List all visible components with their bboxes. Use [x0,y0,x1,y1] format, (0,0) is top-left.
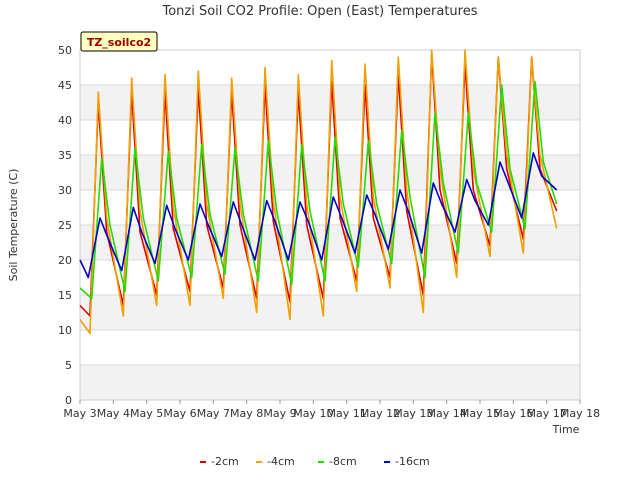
y-tick-label: 40 [58,114,72,127]
y-tick-label: 15 [58,289,72,302]
y-axis-label: Soil Temperature (C) [7,169,20,282]
y-tick-label: 10 [58,324,72,337]
x-tick-label: May 10 [293,407,333,420]
y-tick-label: 50 [58,44,72,57]
series-badge-box [80,31,158,52]
legend-item: -8cm [318,455,357,468]
legend: -2cm -4cm -8cm -16cm [200,455,430,468]
y-tick-label: 30 [58,184,72,197]
legend-item: -4cm [256,455,295,468]
x-axis-label: Time [552,423,580,436]
y-tick-label: 25 [58,219,72,232]
grid-band [80,295,580,330]
y-tick-label: 5 [65,359,72,372]
legend-item: -16cm [384,455,430,468]
series-line-16cm [79,152,558,279]
y-tick-label: 20 [58,254,72,267]
x-tick-label: May 11 [327,407,367,420]
x-tick-label: May 18 [560,407,600,420]
plot-area: 0 5 10 15 20 25 30 35 40 45 50 May 3 May 4 May 5 May 6… [58,44,600,420]
grid-band [80,225,580,260]
x-tick-label: May 7 [197,407,230,420]
plot-frame [79,49,581,401]
x-tick-label: May 3 [63,407,96,420]
x-tick-label: May 13 [393,407,433,420]
grid-band [80,365,580,400]
x-tick-label: May 16 [493,407,533,420]
series-badge-label: TZ_soilco2 [87,36,151,49]
x-tick-label: May 6 [163,407,196,420]
chart-title: Tonzi Soil CO2 Profile: Open (East) Temp… [161,4,477,19]
y-tick-label: 45 [58,79,72,92]
x-tick-label: May 12 [360,407,400,420]
legend-label: -8cm [329,455,357,468]
x-tick-label: May 5 [130,407,163,420]
legend-label: -2cm [211,455,239,468]
x-tick-label: May 4 [97,407,130,420]
x-tick-label: May 15 [460,407,500,420]
legend-label: -16cm [395,455,430,468]
y-tick-label: 0 [65,394,72,407]
x-tick-label: May 17 [527,407,567,420]
x-tick-label: May 14 [427,407,467,420]
series-badge: TZ_soilco2 [80,31,158,52]
legend-item: -2cm [200,455,239,468]
legend-label: -4cm [267,455,295,468]
y-tick-label: 35 [58,149,72,162]
x-tick-label: May 8 [230,407,263,420]
x-tick-label: May 9 [263,407,296,420]
